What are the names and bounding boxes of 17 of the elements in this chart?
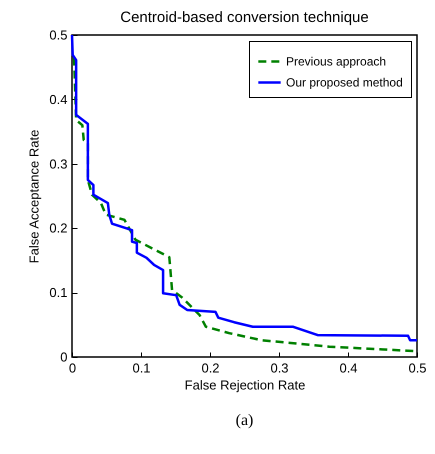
legend-label: Previous approach (286, 54, 386, 68)
x-tick-label: 0.1 (132, 360, 151, 376)
x-tick-label: 0.5 (408, 360, 427, 376)
y-tick-label: 0.3 (49, 156, 68, 172)
legend-label: Our proposed method (286, 76, 403, 90)
y-tick-label: 0.4 (49, 92, 68, 107)
y-axis-title: False Acceptance Rate (26, 130, 42, 264)
x-tick-label: 0.2 (201, 360, 220, 376)
y-tick-label: 0 (60, 350, 68, 364)
y-tick-label: 0.2 (49, 220, 68, 236)
y-tick-label: 0.5 (49, 28, 68, 42)
x-axis-title: False Rejection Rate (184, 378, 306, 392)
chart-title: Centroid-based conversion technique (120, 9, 369, 26)
x-tick-label: 0.4 (339, 360, 358, 376)
x-tick-label: 0.3 (270, 360, 289, 376)
text: (a) (234, 412, 254, 430)
y-tick-label: 0.1 (49, 285, 68, 300)
